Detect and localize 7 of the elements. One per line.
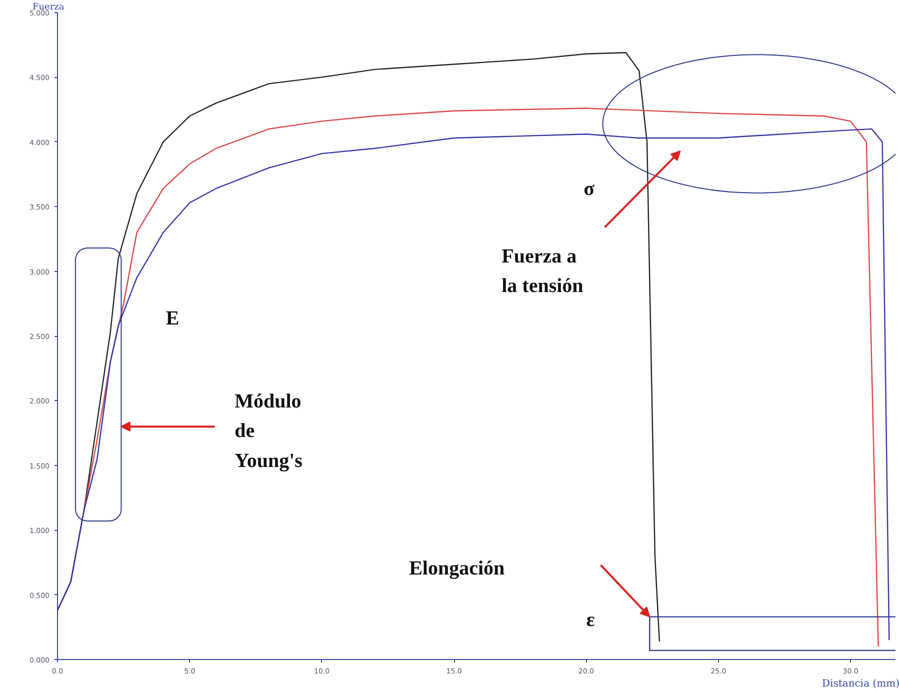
annotation: E: [166, 308, 180, 330]
annotation: Fuerza a la tensión: [502, 245, 584, 298]
annotation: ε: [586, 609, 596, 632]
annotation: Elongación: [409, 557, 505, 580]
annotation: Módulo de Young's: [234, 390, 303, 472]
x-axis-title: Distancia (mm): [822, 678, 899, 689]
annotation: σ: [584, 178, 595, 200]
